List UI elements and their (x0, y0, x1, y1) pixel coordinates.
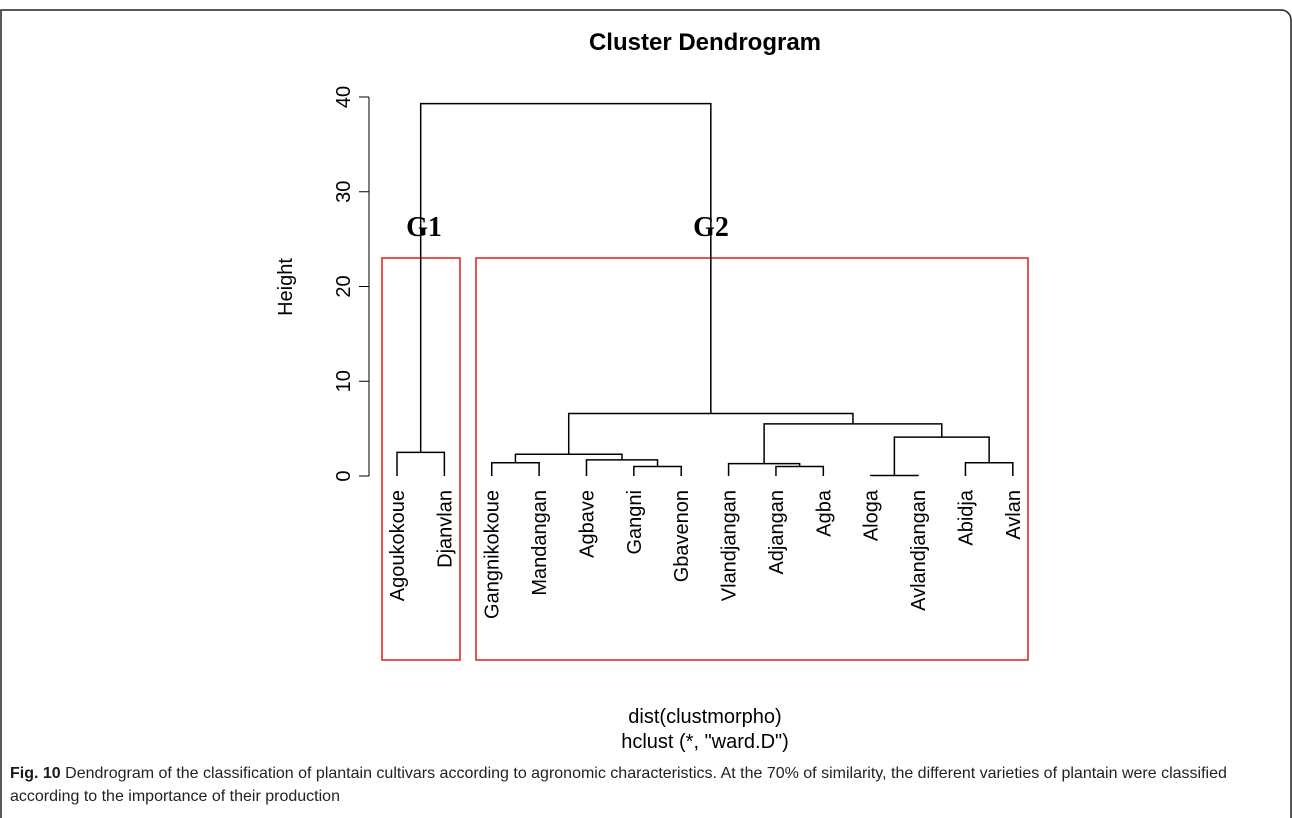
group-box (475, 257, 1029, 661)
merge-link (585, 459, 659, 476)
y-axis-label: Height (275, 258, 297, 316)
y-tick-label: 10 (333, 370, 355, 392)
frame (0, 9, 1292, 818)
leaf-label: Vlandjangan (719, 490, 741, 601)
leaf-label: Djanvlan (434, 490, 456, 568)
leaf-label: Adjangan (766, 490, 788, 575)
y-tick-label: 0 (333, 470, 355, 481)
merge-link (490, 461, 540, 476)
leaf-label: Gangnikokoue (482, 490, 504, 619)
merge-link (763, 423, 943, 464)
merge-link (396, 451, 446, 476)
group-label: G1 (406, 212, 442, 243)
caption-label: Fig. 10 (10, 765, 61, 782)
merge-link (964, 461, 1014, 476)
leaf-label: Abidja (955, 489, 977, 545)
y-tick-label: 30 (333, 181, 355, 203)
merge-link (419, 102, 712, 453)
leaf-label: Gangni (624, 490, 646, 555)
caption-text: Dendrogram of the classification of plan… (10, 765, 1227, 805)
caption: Fig. 10 Dendrogram of the classification… (10, 762, 1280, 808)
leaf-label: Agbave (576, 490, 598, 558)
merge-link (727, 462, 801, 476)
leaf-label: Avlan (1003, 490, 1025, 540)
merge-link (893, 436, 990, 476)
leaf-label: Avlandjangan (908, 490, 930, 611)
leaf-label: Aloga (861, 489, 883, 541)
merge-link (514, 453, 623, 463)
merge-link (633, 465, 682, 476)
x-axis-label: dist(clustmorpho) (628, 706, 781, 728)
leaf-label: Mandangan (529, 490, 551, 596)
chart-title: Cluster Dendrogram (589, 29, 821, 56)
leaf-label: Agoukokoue (387, 490, 409, 601)
leaf-label: Gbavenon (671, 490, 693, 582)
y-tick-label: 20 (333, 275, 355, 297)
method-label: hclust (*, "ward.D") (621, 731, 789, 753)
y-tick-label: 40 (333, 86, 355, 108)
merge-link (567, 412, 854, 455)
leaf-label: Agba (813, 489, 835, 537)
merge-link (775, 465, 825, 476)
